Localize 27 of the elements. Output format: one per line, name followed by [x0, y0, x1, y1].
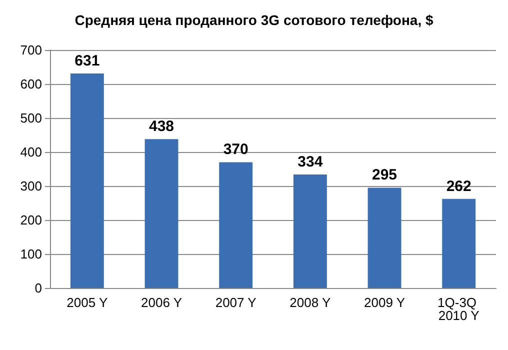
bar	[368, 188, 402, 288]
data-label: 438	[148, 118, 174, 136]
x-tick-label: 2009 Y	[364, 295, 406, 310]
y-tick-label: 700	[20, 42, 42, 58]
data-label: 262	[446, 178, 472, 195]
data-label: 631	[74, 52, 100, 70]
bar	[219, 162, 253, 288]
bar	[70, 73, 104, 288]
chart-title: Средняя цена проданного 3G сотового телефона, $	[74, 12, 434, 28]
x-tick-label: 2008 Y	[290, 295, 331, 310]
bar	[293, 174, 327, 288]
y-tick-label: 100	[20, 246, 42, 262]
y-tick-label: 300	[20, 178, 42, 194]
bar	[144, 139, 178, 288]
data-label: 295	[372, 166, 398, 184]
y-tick-label: 0	[34, 280, 42, 296]
y-tick-label: 400	[20, 144, 42, 160]
y-tick-label: 200	[20, 212, 42, 228]
x-tick-label: 1Q-3Q 2010 Y	[438, 295, 480, 323]
data-label: 370	[223, 141, 248, 158]
x-tick-label: 2006 Y	[141, 295, 182, 310]
x-tick-label: 2007 Y	[215, 295, 257, 310]
bar	[442, 198, 476, 288]
y-tick-label: 600	[20, 76, 42, 92]
data-label: 334	[298, 153, 324, 170]
y-tick-label: 500	[20, 110, 42, 126]
x-tick-label: 2005 Y	[66, 295, 108, 310]
